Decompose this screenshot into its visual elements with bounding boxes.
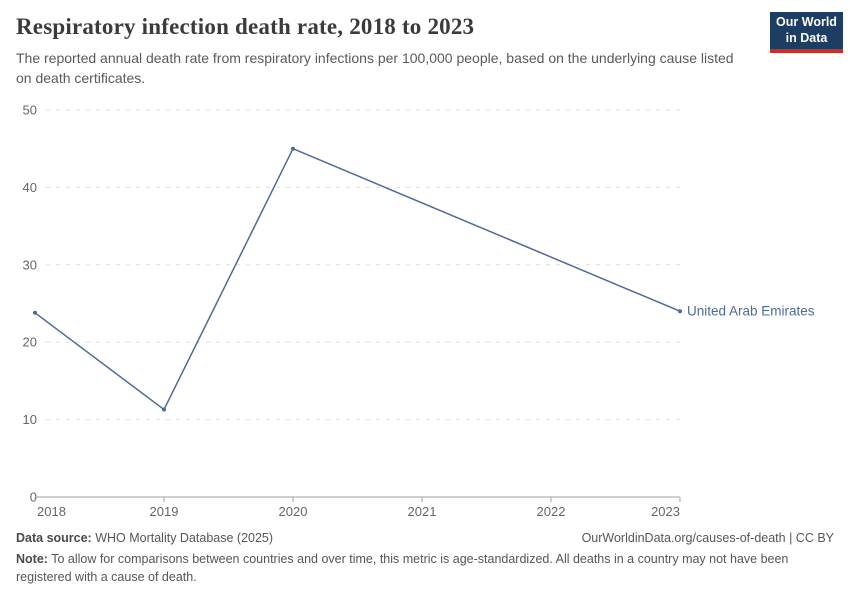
y-axis-tick-label: 50 [23,103,37,118]
note-label: Note: [16,552,48,566]
x-axis-tick-label: 2020 [279,504,308,519]
owid-logo-line2: in Data [785,30,828,45]
data-point-marker [291,146,295,151]
y-axis-tick-label: 0 [30,490,37,505]
x-axis-tick-label: 2021 [408,504,437,519]
note-text: To allow for comparisons between countri… [16,552,789,585]
y-axis-tick-label: 30 [23,257,37,272]
y-axis-tick-label: 40 [23,180,37,195]
x-axis-tick-label: 2018 [37,504,66,519]
page-title: Respiratory infection death rate, 2018 t… [16,14,475,39]
footer-note: Note: To allow for comparisons between c… [16,550,834,586]
owid-logo-line1: Our World [776,14,837,29]
chart-subtitle: The reported annual death rate from resp… [16,50,734,86]
owid-logo[interactable]: Our World in Data [770,12,843,53]
data-source: Data source: WHO Mortality Database (202… [16,531,273,545]
data-source-text: WHO Mortality Database (2025) [91,531,274,545]
y-axis-tick-label: 10 [23,412,37,427]
data-point-marker [162,407,166,412]
chart-footer: Data source: WHO Mortality Database (202… [16,531,834,586]
attribution-link[interactable]: OurWorldinData.org/causes-of-death | CC … [581,531,834,545]
data-point-marker [678,309,682,314]
chart-line[interactable] [34,147,681,411]
x-axis-tick-label: 2022 [537,504,566,519]
x-axis-tick-label: 2023 [651,504,680,519]
data-source-label: Data source: [16,531,92,545]
entity-label[interactable]: United Arab Emirates [687,304,815,319]
y-axis-tick-label: 20 [23,335,37,350]
footer-source-row: Data source: WHO Mortality Database (202… [16,531,834,545]
x-axis-tick-label: 2019 [150,504,179,519]
chart-header: Respiratory infection death rate, 2018 t… [16,14,756,88]
data-point-marker [33,310,37,315]
